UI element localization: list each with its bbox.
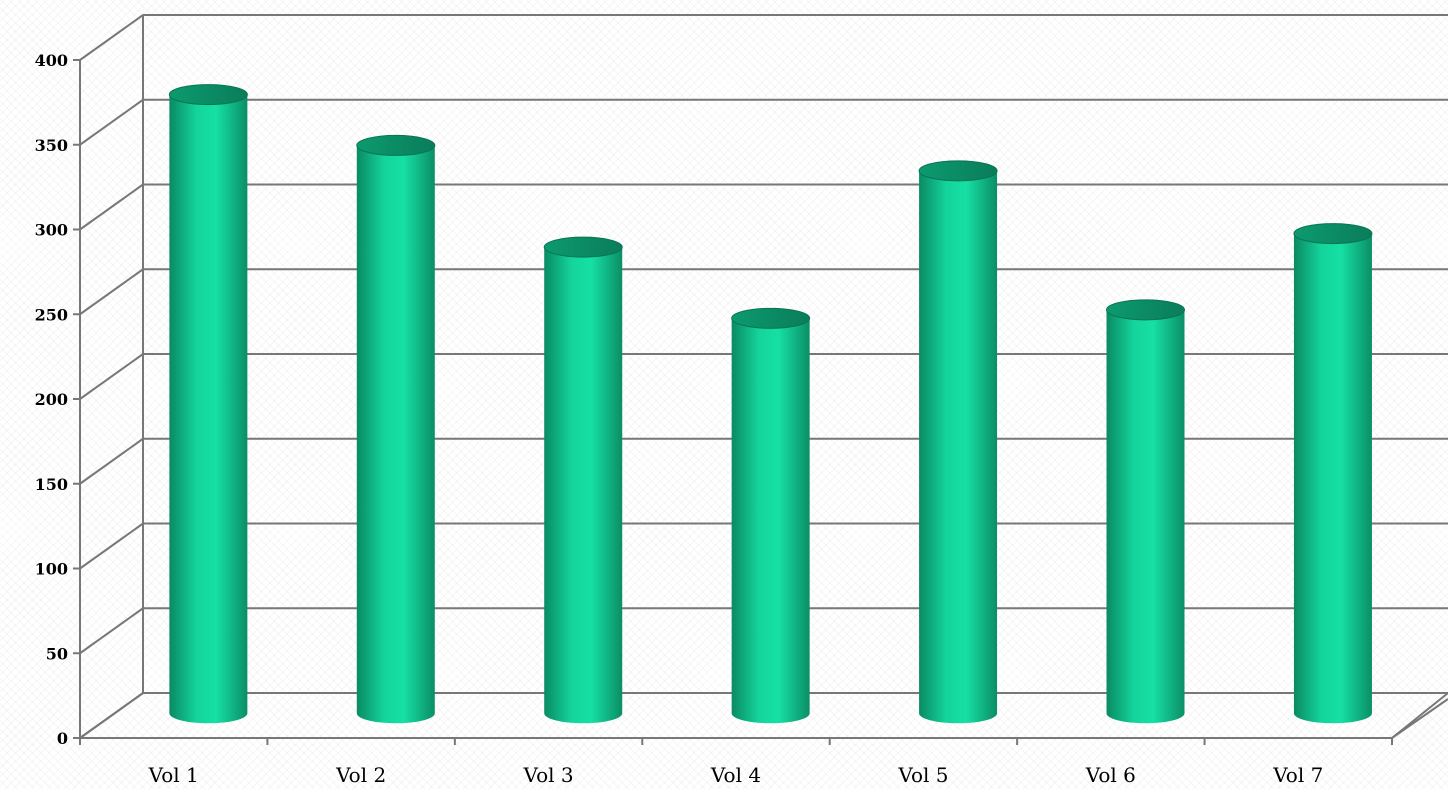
y-tick-label: 150 xyxy=(35,475,68,494)
x-category-label: Vol 5 xyxy=(897,763,948,787)
bar-cap xyxy=(731,307,811,329)
gridline-side xyxy=(79,98,144,146)
bar xyxy=(543,236,623,724)
x-category-label: Vol 4 xyxy=(710,763,761,787)
gridline-side xyxy=(79,14,144,61)
gridline-side xyxy=(79,607,144,655)
bar-body xyxy=(169,94,248,724)
gridline-side xyxy=(79,183,144,231)
bar xyxy=(918,160,998,724)
bar-cap xyxy=(168,84,248,106)
bar-body xyxy=(731,318,810,724)
bar xyxy=(731,307,811,724)
y-tick-label: 300 xyxy=(35,221,68,240)
gridline-side xyxy=(79,268,144,316)
gridline-side xyxy=(79,692,144,739)
bar-body xyxy=(356,145,435,724)
x-category-label: Vol 3 xyxy=(523,763,574,787)
bar-cap xyxy=(543,236,623,258)
x-category-label: Vol 2 xyxy=(335,763,386,787)
bar-body xyxy=(1106,309,1185,724)
bar-body xyxy=(1293,233,1372,724)
bar-body xyxy=(919,170,998,724)
y-axis-ticks: 0 50 100 150 200 250 300 350 400 xyxy=(35,51,80,748)
gridline-side xyxy=(79,353,144,400)
bar xyxy=(356,134,436,724)
y-tick-label: 0 xyxy=(57,729,68,748)
x-axis-labels: Vol 1 Vol 2 Vol 3 Vol 4 Vol 5 Vol 6 Vol 7 xyxy=(148,763,1324,787)
x-category-label: Vol 6 xyxy=(1085,763,1136,787)
bars xyxy=(168,84,1373,724)
x-category-label: Vol 7 xyxy=(1272,763,1323,787)
bar-cap xyxy=(918,160,998,182)
bar xyxy=(1106,299,1186,724)
gridline-side xyxy=(79,522,144,570)
bar xyxy=(168,84,248,724)
y-tick-label: 100 xyxy=(35,560,68,579)
bar xyxy=(1293,223,1373,724)
bar-cap xyxy=(1293,223,1373,245)
floor-edge xyxy=(1391,698,1448,739)
y-tick-label: 350 xyxy=(35,136,68,155)
x-category-label: Vol 1 xyxy=(148,763,199,787)
y-tick-label: 50 xyxy=(46,644,68,663)
y-tick-label: 400 xyxy=(35,51,68,70)
gridline-side xyxy=(79,437,144,485)
y-tick-label: 250 xyxy=(35,305,68,324)
y-tick-label: 200 xyxy=(35,390,68,409)
bar-cap xyxy=(1106,299,1186,321)
bar-body xyxy=(544,247,623,724)
bar-cap xyxy=(356,134,436,156)
